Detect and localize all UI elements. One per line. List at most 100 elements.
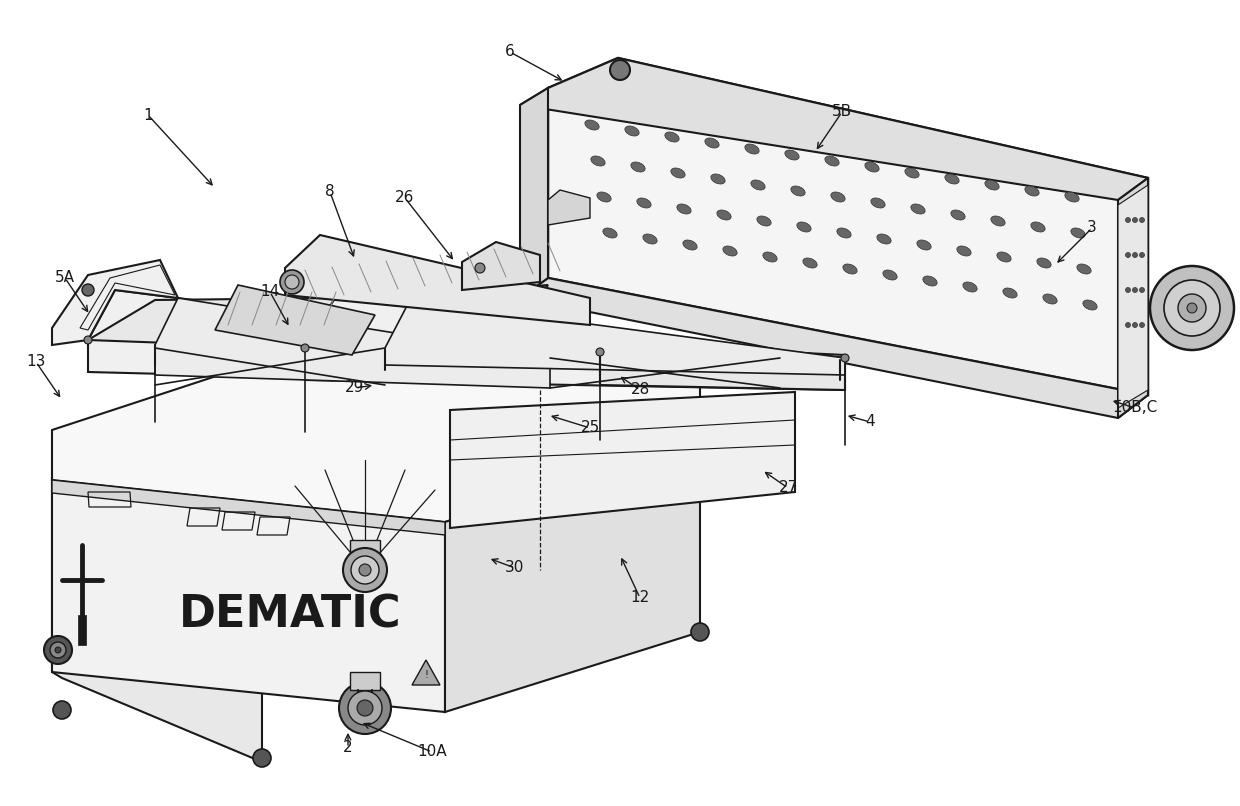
Ellipse shape (751, 180, 765, 190)
Ellipse shape (1126, 218, 1131, 222)
Ellipse shape (683, 240, 697, 250)
Circle shape (43, 636, 72, 664)
Ellipse shape (1132, 288, 1137, 293)
Circle shape (50, 642, 66, 658)
Circle shape (360, 564, 371, 576)
Polygon shape (52, 260, 179, 345)
Ellipse shape (802, 258, 817, 268)
Text: 12: 12 (630, 591, 650, 605)
Polygon shape (52, 480, 445, 712)
Ellipse shape (717, 210, 732, 220)
Circle shape (1187, 303, 1197, 313)
Ellipse shape (590, 156, 605, 166)
Ellipse shape (603, 228, 618, 238)
Polygon shape (305, 298, 844, 390)
Ellipse shape (723, 246, 737, 256)
Text: 10B,C: 10B,C (1112, 401, 1158, 416)
Polygon shape (52, 480, 262, 762)
Circle shape (55, 647, 61, 653)
Polygon shape (520, 88, 548, 298)
Circle shape (841, 354, 849, 362)
Ellipse shape (870, 198, 885, 208)
Text: 2: 2 (343, 741, 353, 755)
Polygon shape (1118, 178, 1148, 418)
Ellipse shape (1083, 300, 1097, 310)
Polygon shape (384, 300, 844, 375)
Polygon shape (463, 242, 539, 290)
Text: 14: 14 (260, 285, 280, 300)
Polygon shape (450, 392, 795, 528)
Ellipse shape (1126, 288, 1131, 293)
Ellipse shape (1043, 294, 1058, 304)
Polygon shape (88, 290, 600, 385)
Ellipse shape (1071, 228, 1085, 238)
Circle shape (253, 749, 272, 767)
Circle shape (53, 701, 71, 719)
Polygon shape (52, 480, 445, 535)
Ellipse shape (797, 222, 811, 232)
Ellipse shape (911, 204, 925, 214)
Ellipse shape (877, 234, 892, 244)
Text: 25: 25 (580, 421, 600, 435)
Text: DEMATIC: DEMATIC (179, 593, 402, 637)
Ellipse shape (763, 252, 777, 262)
Ellipse shape (962, 282, 977, 292)
Ellipse shape (1140, 322, 1145, 327)
Circle shape (343, 548, 387, 592)
Ellipse shape (997, 252, 1011, 262)
Polygon shape (215, 285, 374, 355)
Polygon shape (548, 190, 590, 225)
Ellipse shape (1065, 192, 1079, 202)
Circle shape (357, 700, 373, 716)
Polygon shape (350, 540, 379, 555)
Ellipse shape (825, 156, 839, 166)
Text: 3: 3 (1087, 221, 1097, 235)
Ellipse shape (905, 168, 919, 178)
Polygon shape (78, 615, 86, 645)
Ellipse shape (957, 246, 971, 256)
Polygon shape (445, 442, 701, 712)
Ellipse shape (1126, 322, 1131, 327)
Ellipse shape (642, 234, 657, 244)
Polygon shape (88, 298, 335, 348)
Text: 5B: 5B (832, 105, 852, 119)
Ellipse shape (665, 132, 680, 142)
Text: 4: 4 (866, 414, 874, 430)
Circle shape (1149, 266, 1234, 350)
Ellipse shape (631, 162, 645, 172)
Ellipse shape (1003, 288, 1017, 298)
Circle shape (1178, 294, 1207, 322)
Ellipse shape (945, 174, 960, 184)
Ellipse shape (671, 168, 686, 178)
Ellipse shape (1140, 288, 1145, 293)
Circle shape (301, 344, 309, 352)
Ellipse shape (837, 228, 851, 238)
Ellipse shape (1126, 252, 1131, 257)
Polygon shape (285, 235, 590, 325)
Ellipse shape (1037, 258, 1052, 268)
Ellipse shape (831, 192, 846, 202)
Circle shape (596, 348, 604, 356)
Circle shape (1164, 280, 1220, 336)
Polygon shape (1118, 185, 1148, 408)
Polygon shape (520, 58, 1148, 200)
Text: 8: 8 (325, 185, 335, 200)
Ellipse shape (1132, 252, 1137, 257)
Ellipse shape (1030, 222, 1045, 232)
Circle shape (285, 275, 299, 289)
Ellipse shape (923, 276, 937, 286)
Polygon shape (305, 330, 844, 378)
Ellipse shape (677, 204, 691, 214)
Circle shape (691, 623, 709, 641)
Ellipse shape (785, 150, 799, 160)
Ellipse shape (1140, 218, 1145, 222)
Text: 27: 27 (779, 480, 797, 496)
Ellipse shape (1132, 322, 1137, 327)
Text: 30: 30 (506, 560, 525, 575)
Polygon shape (600, 352, 844, 390)
Circle shape (348, 691, 382, 725)
Ellipse shape (711, 174, 725, 184)
Text: 26: 26 (396, 190, 414, 206)
Text: 6: 6 (505, 44, 515, 60)
Ellipse shape (756, 216, 771, 226)
